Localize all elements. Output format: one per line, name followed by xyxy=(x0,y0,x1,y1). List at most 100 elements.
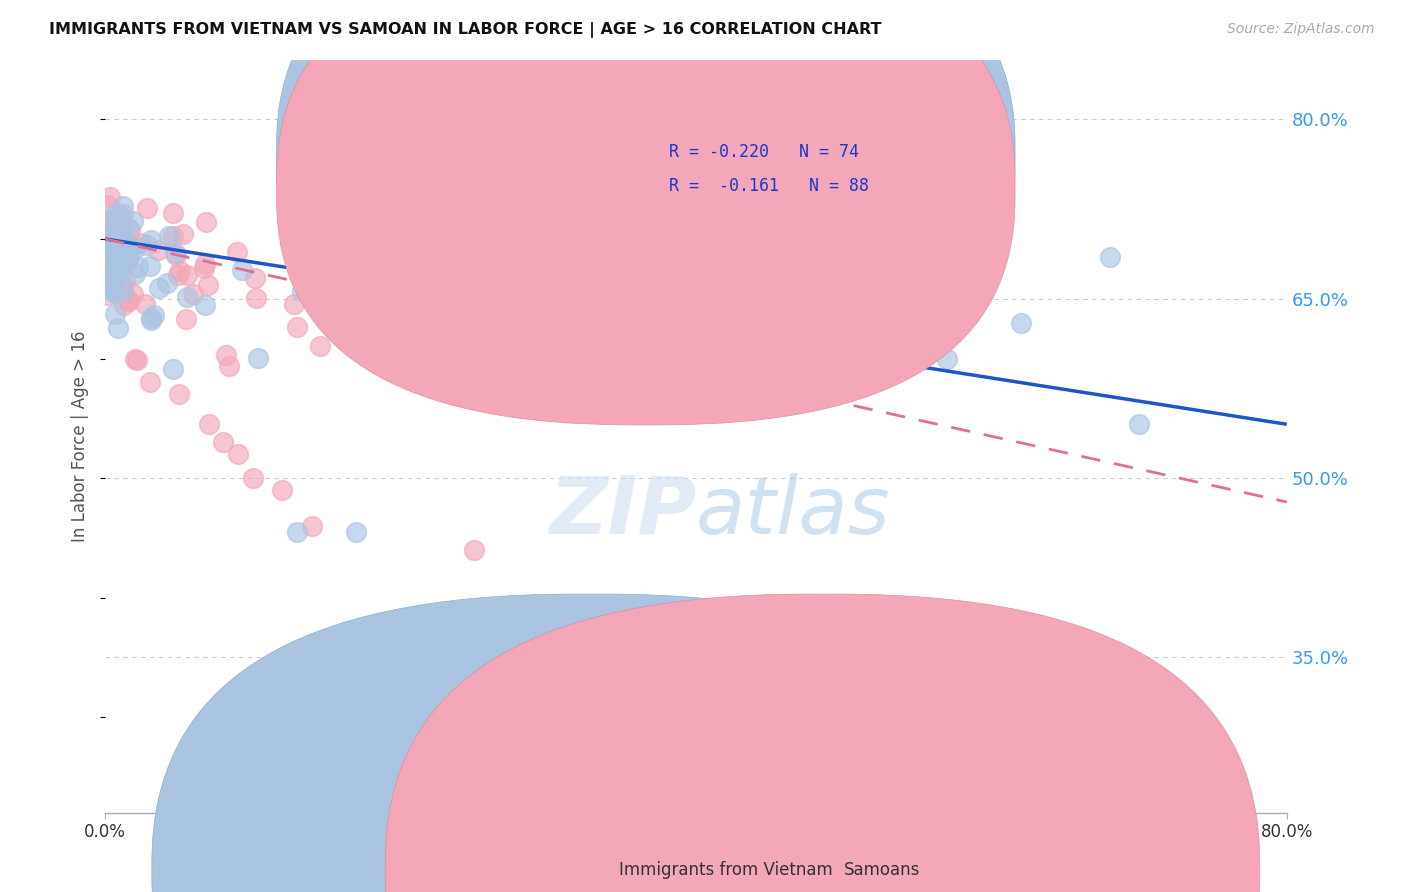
Point xyxy=(96,217,118,231)
Point xyxy=(107,263,129,277)
Point xyxy=(1098,250,1121,264)
Point xyxy=(97,252,120,266)
Point xyxy=(98,279,121,293)
Point xyxy=(318,301,340,315)
Point xyxy=(122,213,145,227)
Point xyxy=(370,230,392,244)
Point xyxy=(100,252,122,267)
FancyBboxPatch shape xyxy=(277,0,1015,425)
Point xyxy=(98,260,121,274)
Point xyxy=(127,260,149,274)
Text: Source: ZipAtlas.com: Source: ZipAtlas.com xyxy=(1227,22,1375,37)
Point xyxy=(124,351,146,366)
Point xyxy=(115,242,138,256)
Point xyxy=(285,319,308,334)
Point xyxy=(193,260,215,275)
Point xyxy=(103,282,125,296)
Point xyxy=(354,302,377,317)
Point xyxy=(936,351,959,366)
Point xyxy=(141,311,163,326)
Point xyxy=(537,316,560,330)
Point xyxy=(125,352,148,367)
Point xyxy=(111,234,134,248)
Point xyxy=(96,198,118,212)
Point xyxy=(478,303,501,318)
Point xyxy=(117,250,139,264)
Point xyxy=(356,314,378,328)
Point xyxy=(181,287,204,301)
Point xyxy=(96,229,118,244)
Point xyxy=(315,639,337,653)
Point xyxy=(245,291,267,305)
Point xyxy=(142,308,165,322)
Point xyxy=(97,212,120,227)
Point xyxy=(108,210,131,224)
Point xyxy=(107,241,129,255)
Point xyxy=(96,231,118,245)
Point xyxy=(98,189,121,203)
Point xyxy=(176,268,198,283)
Text: IMMIGRANTS FROM VIETNAM VS SAMOAN IN LABOR FORCE | AGE > 16 CORRELATION CHART: IMMIGRANTS FROM VIETNAM VS SAMOAN IN LAB… xyxy=(49,22,882,38)
Point xyxy=(98,225,121,239)
Point xyxy=(162,229,184,244)
Point xyxy=(225,245,247,260)
Point xyxy=(100,263,122,277)
Point xyxy=(194,298,217,312)
Point xyxy=(114,273,136,287)
Point xyxy=(98,259,121,273)
Text: Immigrants from Vietnam: Immigrants from Vietnam xyxy=(619,861,832,879)
Point xyxy=(98,241,121,255)
Text: R = -0.220   N = 74: R = -0.220 N = 74 xyxy=(669,144,859,161)
Point xyxy=(118,239,141,253)
Point xyxy=(157,228,180,243)
Point xyxy=(96,228,118,243)
Point xyxy=(118,294,141,309)
Point xyxy=(96,288,118,302)
Point xyxy=(105,269,128,284)
Point xyxy=(112,284,135,298)
Point xyxy=(97,248,120,262)
Y-axis label: In Labor Force | Age > 16: In Labor Force | Age > 16 xyxy=(72,331,89,542)
Point xyxy=(98,244,121,259)
Point xyxy=(111,199,134,213)
Point xyxy=(105,257,128,271)
Point xyxy=(246,351,269,365)
Point xyxy=(97,232,120,246)
Point xyxy=(117,293,139,307)
Point xyxy=(271,483,294,497)
Text: Samoans: Samoans xyxy=(844,861,920,879)
Point xyxy=(112,298,135,312)
Point xyxy=(122,286,145,301)
Point xyxy=(231,262,253,277)
Point xyxy=(329,268,352,282)
FancyBboxPatch shape xyxy=(277,0,1015,391)
Point xyxy=(380,323,402,337)
Point xyxy=(243,270,266,285)
Point xyxy=(492,310,515,324)
Point xyxy=(134,297,156,311)
Point xyxy=(167,387,190,401)
Point xyxy=(218,359,240,373)
Point xyxy=(283,297,305,311)
Point xyxy=(165,248,187,262)
Point xyxy=(124,268,146,282)
Point xyxy=(419,292,441,306)
Point xyxy=(212,435,235,450)
Point xyxy=(156,277,179,291)
Point xyxy=(101,252,124,267)
Point xyxy=(226,447,249,461)
Point xyxy=(141,233,163,247)
Point xyxy=(122,244,145,258)
Point xyxy=(96,253,118,268)
Point xyxy=(101,218,124,232)
Point xyxy=(107,219,129,234)
Point xyxy=(107,320,129,334)
Point xyxy=(103,307,125,321)
Point xyxy=(101,264,124,278)
FancyBboxPatch shape xyxy=(607,120,886,226)
Point xyxy=(285,524,308,539)
Text: R =  -0.161   N = 88: R = -0.161 N = 88 xyxy=(669,178,869,195)
Point xyxy=(136,238,159,252)
Point xyxy=(138,376,160,390)
Point xyxy=(101,274,124,288)
